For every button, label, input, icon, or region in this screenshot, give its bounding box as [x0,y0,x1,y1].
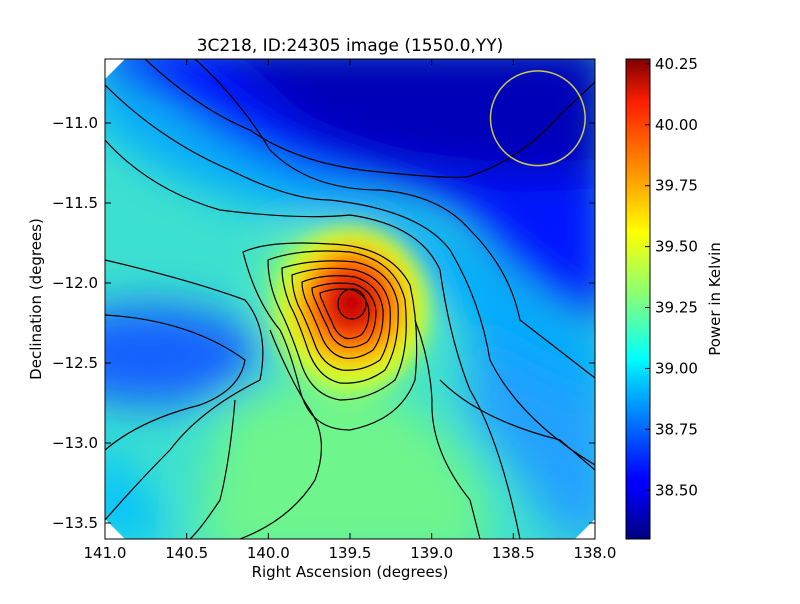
colorbar-tick-label: 40.25 [655,55,698,73]
contour-line [301,275,384,359]
y-tick-label: −13.5 [52,514,98,532]
x-tick-label: 138.5 [492,544,535,562]
contour-line [144,59,595,178]
contour-line [414,319,481,539]
colorbar-tick-label: 40.00 [655,116,698,134]
colorbar-tick-label: 39.75 [655,177,698,195]
contour-line [189,399,236,539]
y-tick-label: −12.0 [52,274,98,292]
y-axis: −11.0 −11.5 −12.0 −12.5 −13.0 −13.5 [52,114,595,532]
contour-line [267,250,407,401]
contour-line [291,267,391,371]
contour-line [311,282,377,349]
x-tick-label: 139.5 [329,544,372,562]
colorbar-label: Power in Kelvin [706,242,724,356]
chart-title: 3C218, ID:24305 image (1550.0,YY) [197,36,504,56]
x-tick-label: 140.0 [247,544,290,562]
beam-circle [489,70,586,167]
contour-line [105,314,246,451]
x-tick-label: 138.0 [574,544,617,562]
y-tick-label: −13.0 [52,434,98,452]
colorbar-ticks: 38.50 38.75 39.00 39.25 39.50 39.75 40.00 40.25 [645,55,698,499]
x-axis: 141.0 140.5 140.0 139.5 139.0 138.5 138.0 [84,59,617,562]
x-tick-label: 139.0 [410,544,453,562]
x-axis-label: Right Ascension (degrees) [252,563,449,581]
x-tick-label: 140.5 [165,544,208,562]
contour-line [194,59,595,379]
colorbar-tick-label: 39.25 [655,299,698,317]
contour-line [242,242,418,431]
contour-line [105,259,264,521]
contour-line [319,288,370,340]
contour-line [239,329,323,539]
x-tick-label: 141.0 [84,544,127,562]
y-axis-label: Declination (degrees) [27,218,45,380]
y-tick-label: −11.5 [52,194,98,212]
y-tick-label: −11.0 [52,114,98,132]
y-tick-label: −12.5 [52,354,98,372]
contour-line [281,260,399,384]
colorbar-tick-label: 38.75 [655,420,698,438]
colorbar [625,58,651,540]
contour-lines [105,59,595,539]
contour-line [337,288,367,320]
contour-line [105,84,595,466]
heatmap-image [105,59,595,539]
contour-line [439,379,595,471]
colorbar-tick-label: 39.00 [655,359,698,377]
colorbar-tick-label: 38.50 [655,481,698,499]
colorbar-tick-label: 39.50 [655,238,698,256]
